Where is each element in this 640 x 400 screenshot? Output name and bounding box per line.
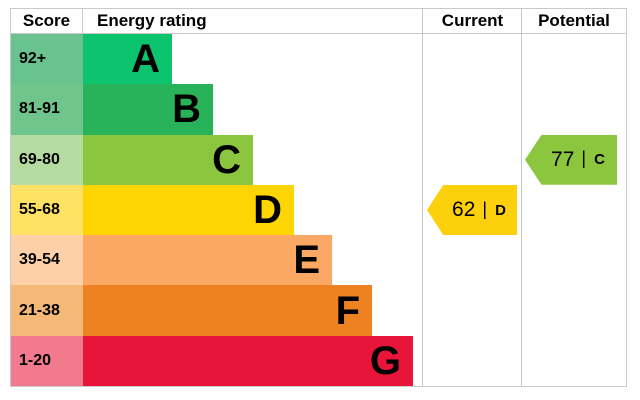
score-range-b: 81-91 bbox=[11, 84, 83, 135]
band-letter-g: G bbox=[369, 338, 401, 383]
band-row-b: 81-91 B bbox=[11, 84, 626, 135]
header-energy-rating-label: Energy rating bbox=[97, 11, 207, 30]
potential-rating-value: 77 bbox=[551, 147, 575, 171]
band-row-a: 92+ A bbox=[11, 34, 626, 85]
band-letter-f: F bbox=[335, 288, 360, 333]
band-bar-f: F bbox=[83, 285, 372, 336]
header-potential-label: Potential bbox=[538, 11, 610, 30]
potential-rating-separator: | bbox=[581, 148, 587, 169]
potential-column-divider bbox=[521, 9, 522, 386]
band-row-e: 39-54 E bbox=[11, 235, 626, 286]
band-letter-b: B bbox=[172, 87, 201, 132]
band-bar-g: G bbox=[83, 335, 413, 386]
score-range-e: 39-54 bbox=[11, 235, 83, 286]
band-letter-a: A bbox=[131, 37, 160, 82]
score-range-f: 21-38 bbox=[11, 285, 83, 336]
potential-rating-arrow: 77 | C bbox=[525, 134, 617, 185]
band-bar-d: D bbox=[83, 184, 294, 236]
band-row-g: 1-20 G bbox=[11, 335, 626, 386]
header-score-label: Score bbox=[11, 9, 83, 33]
current-rating-separator: | bbox=[482, 198, 488, 219]
current-rating-arrow: 62 | D bbox=[427, 185, 517, 235]
band-bar-b: B bbox=[83, 84, 213, 135]
band-letter-e: E bbox=[293, 238, 320, 283]
current-rating-value: 62 bbox=[452, 198, 476, 221]
header-row: Score Energy rating Current Potential bbox=[11, 9, 626, 34]
score-range-d: 55-68 bbox=[11, 184, 83, 236]
potential-rating-band: C bbox=[594, 151, 605, 169]
band-letter-d: D bbox=[253, 187, 282, 232]
band-bar-a: A bbox=[83, 34, 172, 85]
band-bar-e: E bbox=[83, 235, 332, 286]
score-range-a: 92+ bbox=[11, 34, 83, 85]
band-row-d: 55-68 D bbox=[11, 184, 626, 236]
current-column-divider bbox=[422, 9, 423, 386]
band-row-f: 21-38 F bbox=[11, 285, 626, 336]
current-rating-band: D bbox=[495, 201, 506, 219]
bands-area: 92+ A 81-91 B 69-80 C 55-68 bbox=[11, 34, 626, 386]
band-letter-c: C bbox=[212, 137, 241, 182]
header-current-label: Current bbox=[441, 11, 504, 30]
epc-table: Score Energy rating Current Potential 92… bbox=[10, 8, 627, 387]
band-bar-c: C bbox=[83, 134, 253, 185]
score-range-g: 1-20 bbox=[11, 335, 83, 386]
band-row-c: 69-80 C bbox=[11, 134, 626, 185]
score-range-c: 69-80 bbox=[11, 134, 83, 185]
